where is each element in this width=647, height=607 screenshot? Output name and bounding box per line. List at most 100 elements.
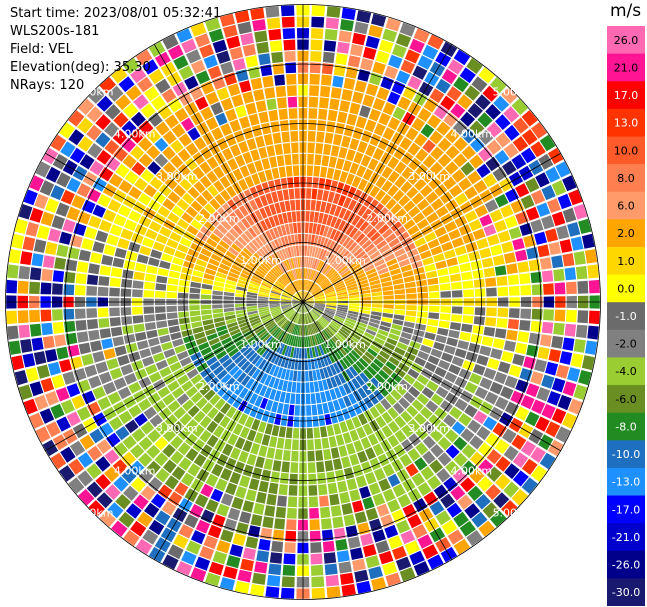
velocity-gate: [178, 279, 190, 287]
velocity-gate: [216, 137, 229, 151]
velocity-gate: [249, 280, 261, 287]
velocity-gate: [284, 542, 296, 553]
velocity-gate: [543, 309, 554, 321]
velocity-gate: [310, 270, 316, 281]
velocity-gate: [303, 302, 314, 305]
velocity-gate: [337, 296, 348, 300]
velocity-gate: [216, 540, 231, 554]
velocity-gate: [392, 278, 404, 285]
velocity-gate: [422, 139, 436, 154]
velocity-gate: [254, 209, 263, 221]
velocity-gate: [255, 408, 265, 420]
ring-label: 3.00km: [156, 422, 198, 435]
velocity-gate: [198, 342, 210, 351]
velocity-gate: [520, 147, 537, 164]
velocity-gate: [258, 53, 271, 66]
velocity-gate: [312, 370, 318, 381]
velocity-gate: [20, 339, 33, 353]
velocity-gate: [356, 276, 368, 283]
velocity-gate: [322, 237, 329, 249]
velocity-gate: [200, 248, 212, 258]
velocity-gate: [288, 311, 296, 320]
velocity-gate: [505, 188, 519, 203]
velocity-gate: [568, 189, 583, 206]
velocity-gate: [354, 511, 367, 524]
velocity-gate: [154, 452, 169, 467]
velocity-gate: [224, 311, 235, 317]
velocity-gate: [500, 204, 514, 218]
velocity-gate: [310, 393, 316, 404]
velocity-gate: [248, 478, 260, 491]
velocity-gate: [396, 519, 411, 534]
velocity-gate: [235, 306, 246, 311]
velocity-gate: [329, 493, 340, 506]
velocity-gate: [342, 160, 352, 172]
velocity-gate: [173, 184, 186, 198]
velocity-gate: [33, 239, 47, 253]
velocity-gate: [422, 44, 439, 60]
velocity-gate: [355, 344, 366, 354]
velocity-gate: [295, 293, 303, 302]
velocity-gate: [269, 294, 281, 298]
velocity-gate: [378, 550, 394, 565]
velocity-gate: [459, 331, 471, 342]
velocity-gate: [300, 279, 302, 291]
velocity-gate: [330, 412, 339, 424]
velocity-gate: [365, 328, 377, 336]
velocity-gate: [95, 361, 109, 374]
velocity-gate: [358, 282, 370, 289]
velocity-gate: [245, 378, 255, 390]
velocity-gate: [310, 285, 319, 294]
velocity-gate: [337, 480, 348, 493]
velocity-gate: [398, 194, 411, 207]
velocity-gate: [7, 264, 19, 279]
velocity-gate: [60, 446, 76, 463]
velocity-gate: [293, 416, 300, 428]
velocity-gate: [319, 495, 329, 507]
velocity-gate: [278, 108, 288, 120]
velocity-gate: [25, 222, 39, 237]
velocity-gate: [42, 255, 55, 269]
velocity-gate: [312, 223, 318, 234]
velocity-gate: [327, 401, 335, 413]
velocity-gate: [274, 143, 283, 156]
velocity-gate: [349, 429, 360, 442]
velocity-gate: [166, 305, 177, 313]
velocity-gate: [422, 421, 435, 434]
velocity-gate: [241, 217, 251, 229]
velocity-gate: [236, 286, 247, 292]
velocity-gate: [575, 324, 588, 339]
velocity-gate: [494, 149, 510, 165]
velocity-gate: [359, 372, 370, 383]
velocity-gate: [313, 292, 324, 298]
velocity-gate: [562, 253, 575, 267]
velocity-gate: [500, 386, 514, 400]
velocity-gate: [303, 302, 305, 313]
velocity-gate: [103, 244, 116, 256]
velocity-gate: [268, 338, 277, 349]
velocity-gate: [375, 263, 387, 271]
velocity-gate: [316, 333, 323, 344]
velocity-gate: [292, 312, 298, 323]
velocity-gate: [303, 302, 307, 313]
velocity-gate: [429, 459, 444, 474]
velocity-gate: [372, 529, 386, 543]
velocity-gate: [404, 242, 416, 253]
velocity-gate: [213, 425, 225, 438]
velocity-gate: [226, 321, 238, 329]
velocity-gate: [113, 112, 129, 128]
velocity-gate: [122, 269, 134, 279]
velocity-gate: [310, 284, 318, 293]
velocity-gate: [335, 158, 345, 170]
velocity-gate: [101, 338, 114, 350]
velocity-gate: [227, 158, 239, 171]
velocity-gate: [502, 160, 517, 176]
velocity-gate: [123, 530, 140, 546]
velocity-gate: [417, 482, 432, 497]
velocity-gate: [394, 289, 405, 295]
velocity-gate: [208, 561, 224, 576]
velocity-gate: [240, 250, 251, 260]
velocity-gate: [429, 161, 444, 176]
velocity-gate: [492, 338, 505, 350]
velocity-gate: [279, 319, 288, 328]
